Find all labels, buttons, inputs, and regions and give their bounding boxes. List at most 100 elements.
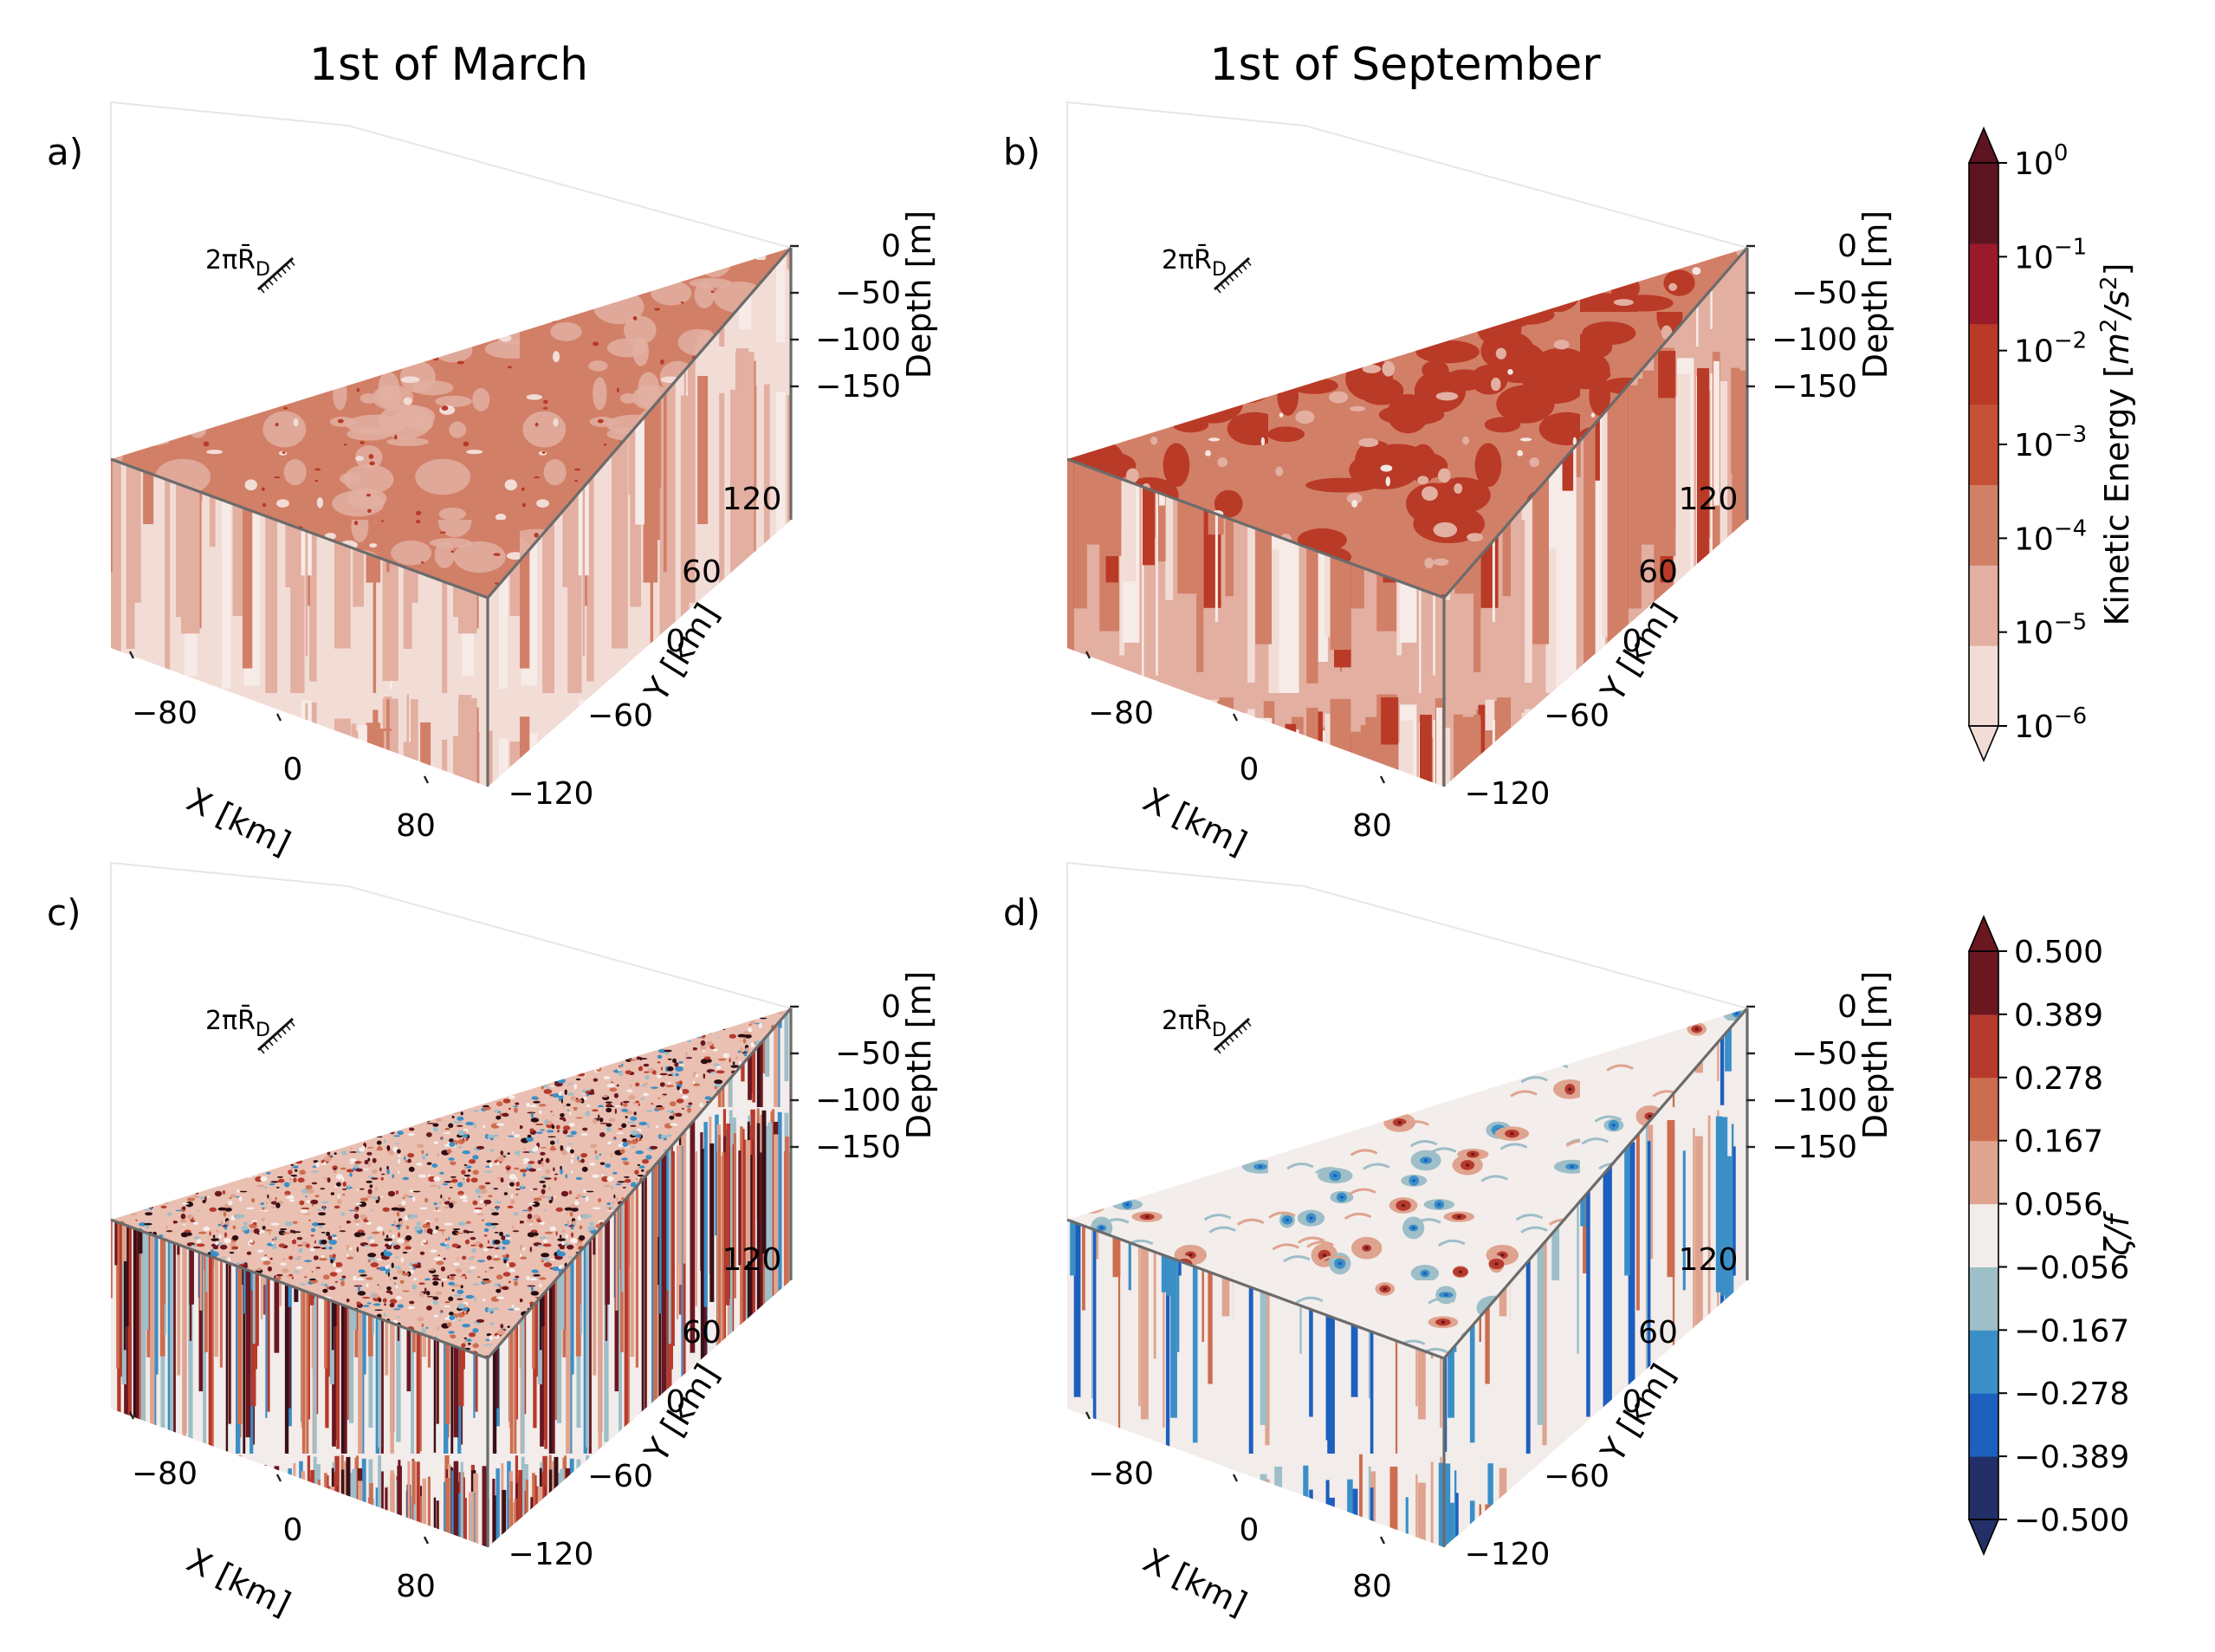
x-tick-mark [275,713,282,722]
panel-label: b) [1003,131,1040,173]
z-tick-label: −100 [815,1083,901,1118]
x-tick-mark [1232,713,1239,722]
scale-bar-tick [276,1032,282,1039]
z-axis-label: Depth [m] [1856,971,1894,1140]
scale-label-main: 2πR̄ [205,1005,256,1036]
colorbar-swatch [1969,323,1998,405]
scale-label-sub: D [256,1020,270,1041]
x-tick-mark [128,1411,135,1420]
back-edges [1066,861,1748,1220]
back-edges [110,861,792,1220]
front-face-fill [111,459,488,787]
scale-label-main: 2πR̄ [205,244,256,275]
colorbar-swatch [1969,565,1998,646]
x-tick-label: 80 [396,808,436,844]
front-face-fill [1067,459,1444,787]
scale-bar-tick [263,1043,269,1051]
scale-bar-tick [1224,279,1230,286]
colorbar-tick-label: −0.500 [2014,1503,2129,1539]
x-tick-mark [275,1474,282,1482]
y-tick-label: 60 [682,554,722,590]
colorbar-tick-label: −0.167 [2014,1313,2129,1349]
scale-label-main: 2πR̄ [1162,1005,1212,1036]
back-edges [110,100,792,459]
colorbar-tick-label: 0.056 [2014,1188,2103,1223]
z-tick-label: −50 [835,1036,901,1072]
colorbar-tick-label: 0.500 [2014,935,2103,970]
z-tick-label: 0 [881,989,901,1025]
scale-bar-tick [1228,275,1234,282]
x-tick-mark [1085,651,1091,659]
y-tick-label: −60 [587,1459,653,1494]
colorbar-tick-label: 100 [2014,140,2068,182]
y-tick-label: −120 [1465,1537,1551,1572]
back-edges [1066,100,1748,459]
colorbar-swatch [1969,1330,1998,1394]
scale-bar-tick [281,1027,287,1035]
y-tick-label: 60 [1638,554,1678,590]
colorbar-swatch [1969,1267,1998,1331]
y-tick-label: −60 [587,698,653,734]
scale-bar-tick [285,1024,291,1031]
scale-bar-tick [1228,1035,1234,1043]
colorbar-frame [1968,950,1999,1520]
x-tick-mark [423,775,430,784]
z-axis-label: Depth [m] [1856,211,1894,379]
colorbar-tick-label: −0.278 [2014,1377,2129,1412]
y-tick-label: 0 [666,1384,686,1420]
colorbar-swatch [1969,163,1998,244]
x-tick-mark [1379,775,1386,784]
colorbar-label: Kinetic Energy [m2/s2] [2096,263,2136,626]
right-face [1444,248,1747,787]
colorbar-extend-min [1967,1519,2000,1557]
colorbars: 100 10−1 10−2 10−3 10−4 10−5 10−6 Kinetic Energ… [1967,126,2136,1557]
z-axis-label: Depth [m] [900,971,938,1140]
colorbar-extend-min [1967,725,2000,763]
scale-bar-tick [1237,1027,1243,1035]
y-tick-label: 120 [722,1242,782,1278]
right-face [488,248,791,787]
scale-bar-tick [1241,263,1247,270]
colorbar-tick-label: 0.167 [2014,1124,2103,1160]
colorbar-swatch [1969,645,1998,727]
colorbar-tick-label: 0.278 [2014,1061,2103,1097]
scale-bar-tick [281,267,287,275]
scale-bar-tick [1246,1020,1252,1027]
colorbar-swatch [1969,1014,1998,1079]
colorbar-swatch [1969,1077,1998,1142]
colorbar-vort: 0.500 0.389 0.278 0.167 0.056 −0.056 −0.167 −0.… [1967,914,2136,1557]
scale-bar-tick [1220,282,1226,290]
colorbar-swatch [1969,1456,1998,1520]
x-tick-label: 80 [1352,808,1392,844]
scale-bar-tick [289,1020,295,1027]
colorbar-swatch [1969,951,1998,1015]
scale-bar-tick [268,279,274,286]
y-tick-label: 0 [666,624,686,659]
x-tick-mark [1379,1536,1386,1545]
z-tick-label: 0 [1837,989,1857,1025]
z-tick-label: −50 [835,275,901,311]
x-tick-label: 80 [1352,1569,1392,1604]
colorbar-ke: 100 10−1 10−2 10−3 10−4 10−5 10−6 Kinetic Energ… [1967,126,2136,763]
y-tick-label: 60 [682,1315,722,1351]
x-axis-label: X [km] [1137,1541,1253,1623]
y-tick-label: −120 [1465,776,1551,812]
colorbar-tick-label: 10−1 [2014,234,2087,275]
x-axis-label: X [km] [181,1541,296,1623]
x-tick-mark [423,1536,430,1545]
x-tick-mark [1085,1411,1091,1420]
colorbar-tick-label: 10−5 [2014,610,2087,651]
y-tick-label: −120 [508,776,594,812]
y-tick-label: −60 [1544,698,1609,734]
x-tick-label: 80 [396,1569,436,1604]
scale-label-main: 2πR̄ [1162,244,1212,275]
colorbar-swatch [1969,1140,1998,1205]
colorbar-swatch [1969,1203,1998,1267]
scale-bar-tick [272,275,278,282]
column-title-september: 1st of September [1209,39,1601,91]
scale-bar-tick [1224,1040,1230,1046]
